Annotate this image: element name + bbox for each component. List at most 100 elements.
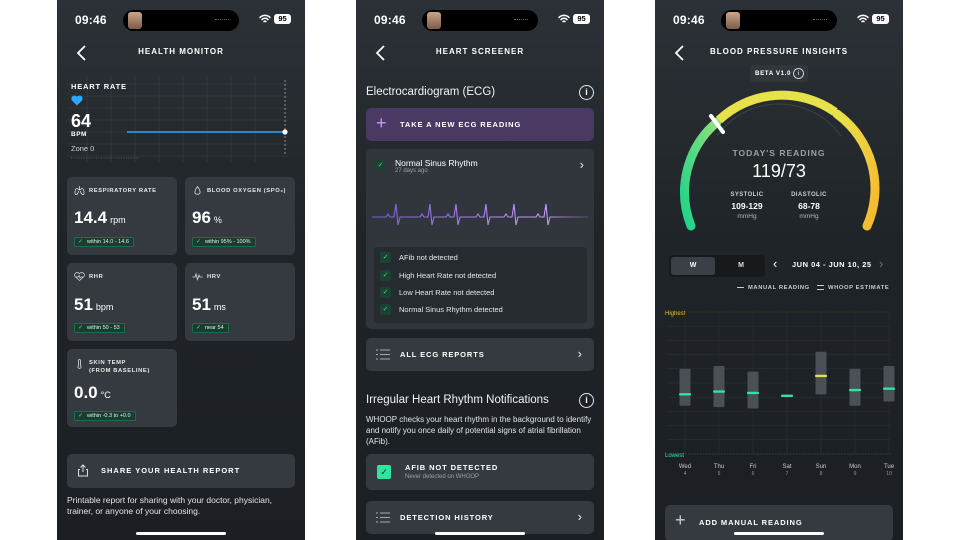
heart-screener-screen: 09:46 95 HEART SCREENER Electrocardiogra… — [356, 0, 604, 540]
all-ecg-reports-button[interactable]: ALL ECG REPORTS › — [366, 338, 594, 371]
dynamic-island — [721, 10, 837, 31]
bar-marker — [679, 393, 691, 396]
thermometer-icon — [77, 359, 82, 369]
wifi-icon — [857, 14, 869, 23]
check-icon: ✓ — [380, 252, 391, 263]
metric-value: 51 bpm — [74, 295, 114, 314]
todays-reading-label: TODAY'S READING — [732, 148, 826, 158]
ecg-heading: Electrocardiogram (ECG) — [366, 86, 496, 98]
period-toggle: W M — [669, 255, 765, 277]
info-icon: i — [793, 68, 804, 79]
chevron-left-icon[interactable]: ‹ — [773, 256, 778, 271]
beta-badge[interactable]: BETA V1.0 i — [750, 65, 808, 82]
legend-estimate: WHOOP ESTIMATE — [817, 285, 889, 291]
tick-label-day: Mon — [849, 464, 861, 470]
status-bar: 09:46 95 — [655, 10, 903, 32]
heart-rate-value: 64 — [71, 111, 92, 131]
tick-label-date: 7 — [786, 471, 789, 477]
ecg-reading-card[interactable]: ✓ Normal Sinus Rhythm 27 days ago › ✓ AFi… — [366, 149, 594, 329]
plus-icon: + — [376, 113, 387, 133]
check-icon: ✓ — [375, 160, 386, 171]
legend-swatch — [817, 285, 824, 290]
systolic-range: SYSTOLIC 109-129 mmHg — [730, 192, 764, 220]
diastolic-range: DIASTOLIC 68-78 mmHg — [791, 192, 827, 220]
tick-label-day: Fri — [750, 464, 757, 470]
tick-label-date: 8 — [820, 471, 823, 477]
wifi-icon — [259, 14, 271, 23]
back-arrow-icon[interactable] — [374, 44, 388, 62]
heart-rate-label: HEART RATE — [71, 82, 127, 91]
ecg-results-list: ✓ AFib not detected ✓ High Heart Rate not … — [374, 247, 587, 323]
tick-label-date: 5 — [718, 471, 721, 477]
beta-label: BETA V1.0 — [755, 70, 792, 77]
share-label: SHARE YOUR HEALTH REPORT — [101, 466, 241, 475]
battery-indicator: 95 — [274, 14, 291, 24]
metric-value: 96% — [192, 208, 222, 227]
bar-range — [849, 368, 861, 406]
take-ecg-reading-button[interactable]: + TAKE A NEW ECG READING — [366, 108, 594, 141]
tick-label-day: Wed — [679, 464, 691, 470]
tick-label-date: 9 — [854, 471, 857, 477]
detection-history-label: DETECTION HISTORY — [400, 513, 494, 522]
tab-month[interactable]: M — [738, 262, 744, 269]
metric-label: RESPIRATORY RATE — [89, 188, 157, 194]
tick-label-date: 4 — [684, 471, 687, 477]
chevron-right-icon: › — [577, 509, 582, 524]
home-indicator[interactable] — [136, 532, 226, 535]
chevron-right-icon[interactable]: › — [879, 256, 884, 271]
home-indicator[interactable] — [734, 532, 824, 535]
metric-value: 51 ms — [192, 295, 226, 314]
metric-range-badge: near 54 — [192, 323, 229, 333]
chevron-right-icon: › — [579, 157, 584, 172]
bar-range — [815, 351, 827, 395]
add-reading-label: ADD MANUAL READING — [699, 518, 803, 527]
home-indicator[interactable] — [435, 532, 525, 535]
tick-label-day: Sun — [816, 464, 827, 470]
info-icon[interactable]: i — [579, 393, 594, 408]
tick-label-day: Sat — [782, 464, 791, 470]
check-icon: ✓ — [380, 287, 391, 298]
legend-swatch — [737, 286, 744, 288]
share-health-report-button[interactable]: SHARE YOUR HEALTH REPORT — [67, 454, 295, 488]
metric-label: SKIN TEMP (FROM BASELINE) — [89, 360, 150, 374]
bar-marker — [849, 388, 861, 392]
audio-wave-icon — [215, 19, 229, 22]
audio-wave-icon — [813, 19, 827, 22]
battery-indicator: 95 — [872, 14, 889, 24]
bar-marker — [815, 374, 827, 378]
tab-week[interactable]: W — [671, 257, 715, 275]
metric-card-skin-temp[interactable]: SKIN TEMP(FROM BASELINE) 0.0°C within -0… — [67, 349, 177, 427]
clock: 09:46 — [374, 13, 406, 27]
status-bar: 09:46 95 — [356, 10, 604, 32]
back-arrow-icon[interactable] — [673, 44, 687, 62]
back-arrow-icon[interactable] — [75, 44, 89, 62]
bar-range — [679, 368, 691, 406]
lungs-icon — [74, 186, 85, 195]
bar-range — [883, 365, 895, 402]
heart-rate-unit: BPM — [71, 131, 87, 138]
bar-marker — [713, 390, 725, 393]
tick-label-day: Tue — [884, 464, 895, 470]
dynamic-island — [422, 10, 538, 31]
battery-indicator: 95 — [573, 14, 590, 24]
health-monitor-screen: 09:46 95 HEALTH MONITOR HEART RATE 64 BP… — [57, 0, 305, 540]
metric-card-blood-oxygen[interactable]: BLOOD OXYGEN (SPO₂) 96% within 95% - 100… — [185, 177, 295, 255]
heart-rate-zone: Zone 0 — [71, 144, 95, 153]
clock: 09:46 — [673, 13, 705, 27]
info-icon[interactable]: i — [579, 85, 594, 100]
blood-drop-icon — [194, 186, 201, 195]
check-icon: ✓ — [380, 304, 391, 315]
page-title: HEALTH MONITOR — [138, 47, 224, 56]
afib-status-card[interactable]: ✓ AFIB NOT DETECTED Never detected on WH… — [366, 454, 594, 490]
heart-rate-chart — [67, 76, 289, 162]
heart-icon — [71, 95, 83, 106]
all-reports-label: ALL ECG REPORTS — [400, 350, 485, 359]
tick-label-date: 10 — [886, 471, 892, 477]
detection-history-button[interactable]: DETECTION HISTORY › — [366, 501, 594, 534]
clock: 09:46 — [75, 13, 107, 27]
metric-range-badge: within 95% - 100% — [192, 237, 256, 247]
dynamic-island — [123, 10, 239, 31]
